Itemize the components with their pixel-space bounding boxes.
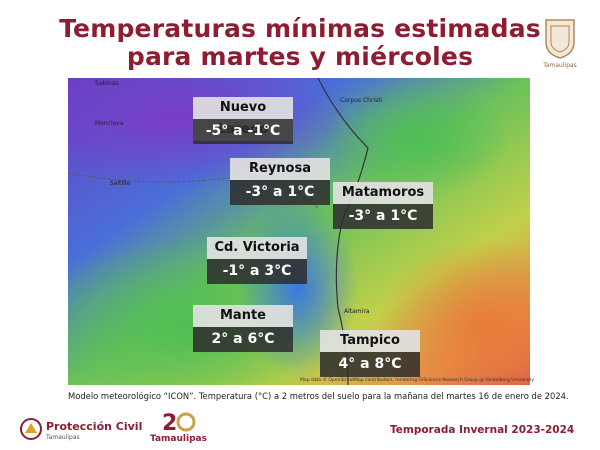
city-range: 4° a 8°C <box>320 352 420 377</box>
caption: Modelo meteorológico “ICON”. Temperatura… <box>68 391 569 401</box>
title: para martes y miércoles <box>126 42 474 71</box>
city-range: -5° a -1°C <box>193 119 293 144</box>
city-name: Reynosa <box>230 158 330 180</box>
city-name: Tampico <box>320 330 420 352</box>
place-label: Sabinas <box>95 80 119 87</box>
city-name: Mante <box>193 305 293 327</box>
place-label: Saltillo <box>110 180 131 187</box>
map <box>68 78 530 385</box>
logo <box>545 19 575 59</box>
title: Temperaturas mínimas estimadas <box>59 14 541 43</box>
city-range: -3° a 1°C <box>230 180 330 205</box>
logo-text: Tamaulipas <box>543 62 577 69</box>
city-name: Matamoros <box>333 182 433 204</box>
city-range: -3° a 1°C <box>333 204 433 229</box>
footer-center: Tamaulipas <box>150 434 207 444</box>
city-name: Cd. Victoria <box>207 237 307 259</box>
center-logo: 2 <box>162 411 196 434</box>
svg-text:2: 2 <box>162 411 177 434</box>
place-label: Altamira <box>344 308 370 315</box>
city-range: -1° a 3°C <box>207 259 307 284</box>
place-label: Monclova <box>95 120 124 127</box>
footer-left-sub: Tamaulipas <box>46 434 80 441</box>
attribution: Map data © OpenStreetMap contributors, r… <box>300 378 534 383</box>
pc-logo <box>20 418 42 440</box>
footer-left-title: Protección Civil <box>46 420 143 433</box>
footer-right: Temporada Invernal 2023-2024 <box>390 424 575 436</box>
place-label: Corpus Christi <box>340 97 383 104</box>
city-range: 2° a 6°C <box>193 327 293 352</box>
